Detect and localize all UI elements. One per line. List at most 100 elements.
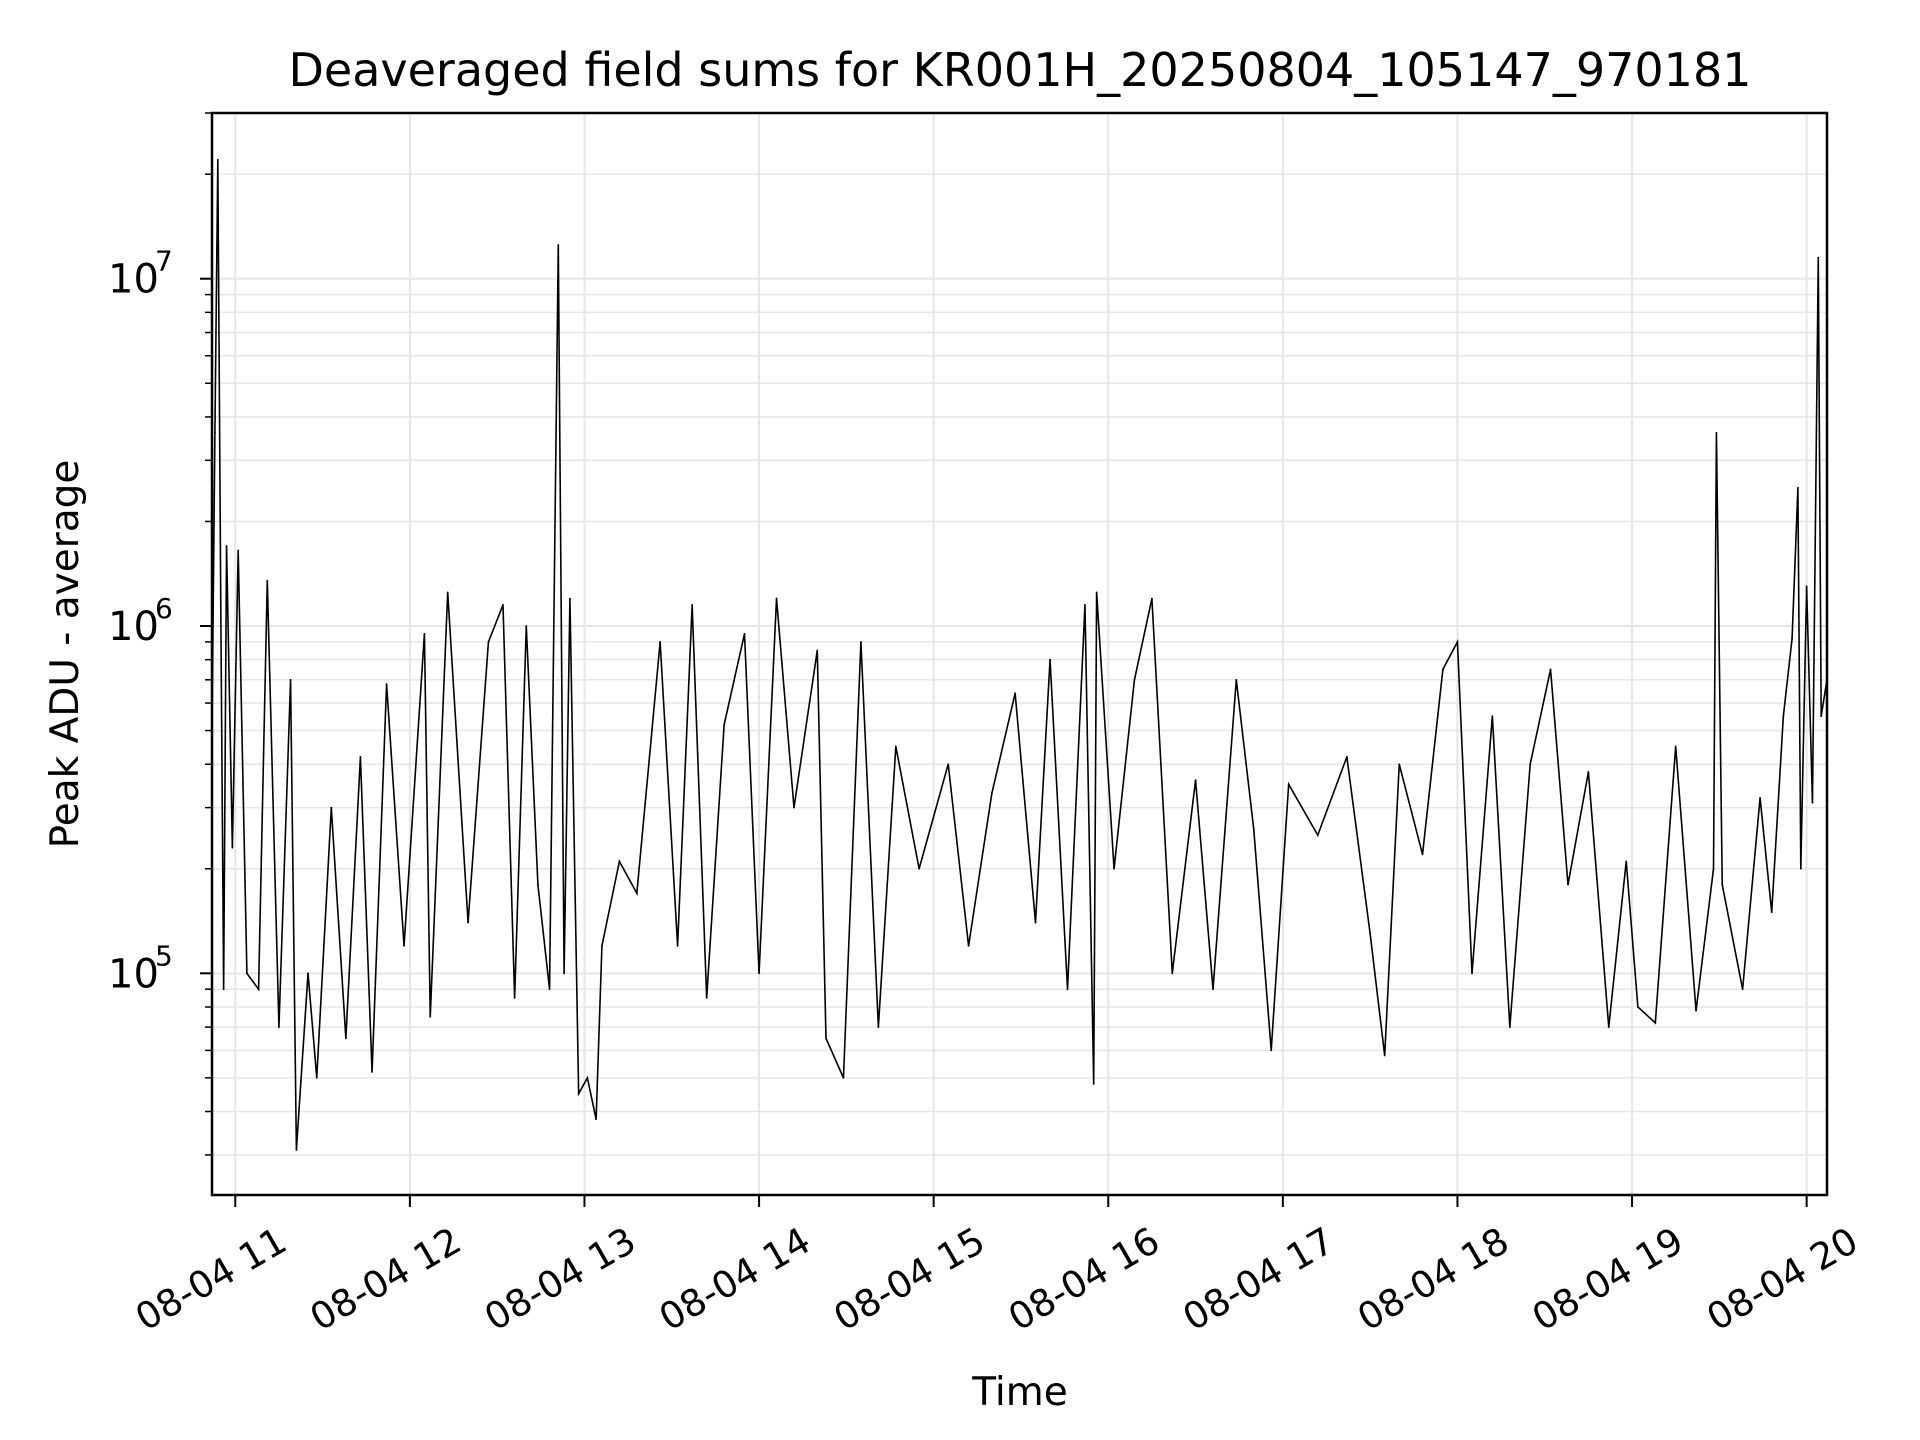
data-point xyxy=(691,604,694,606)
data-point xyxy=(1799,867,1802,870)
data-point xyxy=(635,892,638,895)
data-point xyxy=(877,1026,880,1029)
data-point xyxy=(1811,801,1814,804)
data-point xyxy=(487,641,490,643)
data-point xyxy=(1014,692,1017,695)
data-point xyxy=(307,972,309,975)
data-point xyxy=(1316,834,1319,837)
data-point xyxy=(1782,715,1785,718)
y-tick-label: 10 xyxy=(108,951,159,997)
data-point xyxy=(502,604,504,606)
data-point xyxy=(1471,972,1473,975)
data-point xyxy=(467,921,469,924)
data-point xyxy=(723,723,726,726)
y-tick-exponent: 5 xyxy=(155,939,173,972)
y-tick-label: 10 xyxy=(108,257,159,303)
data-point xyxy=(525,625,528,627)
data-point xyxy=(1820,715,1823,718)
data-point xyxy=(1194,779,1197,782)
data-point xyxy=(1049,658,1051,661)
data-point xyxy=(1345,755,1348,758)
data-point xyxy=(775,597,778,600)
data-point xyxy=(1797,486,1799,489)
data-point xyxy=(1770,911,1773,914)
data-point xyxy=(676,944,679,947)
data-point xyxy=(359,755,362,758)
data-point xyxy=(825,1037,827,1040)
data-point xyxy=(1607,1026,1610,1029)
data-point xyxy=(1695,1009,1697,1012)
data-point xyxy=(1712,867,1715,870)
data-point xyxy=(1654,1021,1657,1024)
data-point xyxy=(423,632,426,635)
data-point xyxy=(1441,668,1444,671)
data-point xyxy=(1805,585,1808,588)
chart-title: Deaveraged field sums for KR001H_2025080… xyxy=(289,43,1752,97)
data-point xyxy=(1369,932,1372,935)
data-point xyxy=(266,579,269,582)
data-point xyxy=(295,1149,298,1151)
data-point xyxy=(743,632,746,635)
data-point xyxy=(1491,715,1494,718)
data-point xyxy=(577,1092,580,1095)
data-point xyxy=(537,883,539,886)
data-point xyxy=(705,996,708,999)
data-point xyxy=(860,641,862,643)
data-point xyxy=(618,860,621,863)
data-point xyxy=(1421,853,1424,856)
data-point xyxy=(1095,591,1098,594)
data-point xyxy=(246,972,248,975)
series xyxy=(211,158,1828,1151)
data-point xyxy=(237,549,240,552)
data-point xyxy=(1084,604,1086,606)
data-point xyxy=(513,996,516,999)
data-point xyxy=(1791,637,1793,640)
data-point xyxy=(257,988,260,991)
data-point xyxy=(1529,763,1532,766)
data-point xyxy=(219,597,222,600)
plot-frame xyxy=(210,111,1829,1197)
data-point xyxy=(1741,988,1744,991)
data-point xyxy=(1508,1026,1511,1029)
data-point xyxy=(1456,641,1459,643)
data-point xyxy=(1383,1054,1386,1057)
y-axis-label: Peak ADU - average xyxy=(43,460,88,849)
data-point xyxy=(1625,860,1628,863)
data-point xyxy=(1567,883,1569,886)
data-point xyxy=(371,1071,373,1073)
data-point xyxy=(289,678,292,681)
data-point xyxy=(557,244,560,246)
data-point xyxy=(793,806,795,809)
data-point xyxy=(601,944,603,947)
data-point xyxy=(1235,678,1238,681)
data-point xyxy=(947,763,950,766)
data-point xyxy=(1212,988,1214,991)
data-point xyxy=(1133,678,1136,681)
data-point xyxy=(659,641,662,643)
data-point xyxy=(1113,867,1115,870)
data-point xyxy=(315,1076,318,1079)
data-point xyxy=(1636,1006,1639,1008)
data-point xyxy=(330,806,333,809)
data-point xyxy=(1721,883,1724,886)
data-point xyxy=(816,649,819,652)
data-point xyxy=(1287,783,1290,786)
data-point xyxy=(446,591,449,594)
data-point xyxy=(278,1026,280,1029)
data-point xyxy=(548,988,551,991)
data-point xyxy=(1817,256,1820,259)
data-point xyxy=(429,1015,432,1018)
data-point xyxy=(1252,828,1255,831)
data-point xyxy=(1674,745,1677,748)
data-point xyxy=(222,988,225,991)
data-point xyxy=(385,683,388,686)
data-point xyxy=(1587,771,1590,773)
data-point xyxy=(967,944,970,947)
data-point xyxy=(1092,1083,1095,1085)
data-point xyxy=(990,792,993,795)
x-axis-label: Time xyxy=(971,1370,1067,1415)
